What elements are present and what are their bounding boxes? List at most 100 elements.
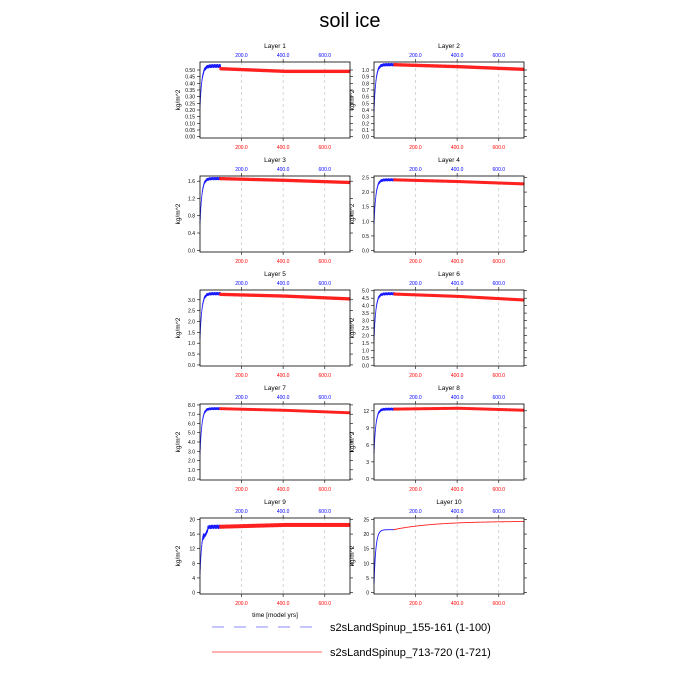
panel-title: Layer 5 — [264, 271, 286, 278]
figure-title: soil ice — [319, 10, 380, 32]
y-tick-label: 6 — [366, 443, 369, 449]
plot-frame — [199, 403, 351, 481]
y-tick-label: 15 — [363, 547, 369, 553]
y-tick-label: 3 — [366, 460, 369, 466]
x-tick-label-blue: 200.0 — [409, 53, 422, 59]
series-line-red — [219, 66, 351, 74]
plot-frame — [373, 517, 525, 595]
chart-panel-4: Layer 4 kg/m^2 0.0 0.5 1.0 1.5 2.0 2.5 200.0 400.… — [349, 157, 527, 265]
y-tick-label: 0.50 — [185, 68, 195, 74]
y-tick-label: 5.0 — [362, 289, 369, 295]
y-tick-label: 0.8 — [188, 214, 195, 220]
y-tick-label: 0 — [192, 591, 195, 597]
y-tick-label: 1.0 — [362, 348, 369, 354]
y-tick-label: 0.40 — [185, 81, 195, 87]
y-tick-label: 5 — [366, 576, 369, 582]
panel-title: Layer 2 — [438, 43, 460, 50]
y-tick-label: 3.0 — [362, 319, 369, 325]
series-line-blue — [373, 407, 396, 454]
series-line-blue — [373, 292, 396, 340]
y-tick-label: 20 — [189, 517, 195, 523]
x-tick-label-blue: 400.0 — [277, 53, 290, 59]
y-tick-label: 0.5 — [188, 352, 195, 358]
x-tick-label-blue: 400.0 — [277, 509, 290, 515]
y-tick-label: 0.8 — [362, 81, 369, 87]
y-tick-label: 8.0 — [188, 403, 195, 409]
y-tick-label: 3.0 — [188, 449, 195, 455]
y-tick-label: 4.0 — [362, 304, 369, 310]
x-tick-label-blue: 200.0 — [235, 395, 248, 401]
x-tick-label-red: 400.0 — [277, 259, 290, 265]
y-tick-label: 12 — [189, 547, 195, 553]
x-tick-label-red: 200.0 — [235, 487, 248, 493]
y-tick-label: 0.5 — [362, 101, 369, 107]
x-tick-label-red: 400.0 — [277, 373, 290, 379]
series-line-blue — [199, 176, 222, 225]
x-tick-label-red: 600.0 — [493, 145, 506, 151]
y-tick-label: 0.0 — [188, 248, 195, 254]
series-line-blue — [373, 178, 396, 225]
chart-panel-9: Layer 9 kg/m^2 0 4 8 12 16 20 200.0 400.0 600.0 200… — [175, 499, 353, 607]
series-line-blue — [199, 64, 222, 108]
x-tick-label-red: 400.0 — [451, 259, 464, 265]
x-tick-label-red: 200.0 — [409, 373, 422, 379]
y-tick-label: 0.2 — [362, 121, 369, 127]
x-tick-label-red: 200.0 — [235, 373, 248, 379]
panel-title: Layer 10 — [436, 499, 462, 506]
x-tick-label-red: 400.0 — [277, 145, 290, 151]
plot-frame — [373, 289, 525, 367]
x-tick-label-blue: 200.0 — [235, 167, 248, 173]
x-tick-label-red: 200.0 — [235, 259, 248, 265]
y-tick-label: 0.4 — [188, 231, 195, 237]
y-tick-label: 2.5 — [188, 309, 195, 315]
y-tick-label: 4.0 — [188, 440, 195, 446]
plot-frame — [199, 517, 351, 595]
y-tick-label: 0.20 — [185, 108, 195, 114]
y-axis-label: kg/m^2 — [349, 317, 356, 338]
x-tick-label-red: 200.0 — [235, 601, 248, 607]
y-tick-label: 0.10 — [185, 121, 195, 127]
x-tick-label-blue: 600.0 — [493, 53, 506, 59]
y-axis-label: kg/m^2 — [175, 431, 182, 452]
series-line-red — [393, 521, 525, 531]
panels: Layer 1kg/m^20.000.050.100.150.200.250.3… — [175, 43, 527, 619]
panel-title: Layer 6 — [438, 271, 460, 278]
x-tick-label-red: 600.0 — [319, 259, 332, 265]
y-tick-label: 1.2 — [188, 196, 195, 202]
y-tick-label: 0.7 — [362, 88, 369, 94]
chart-panel-6: Layer 6 kg/m^2 0.00.5 1.01.5 2.02.53.0 3.54.0… — [349, 271, 527, 379]
series-line-blue — [199, 524, 222, 575]
x-tick-label-red: 400.0 — [451, 487, 464, 493]
y-tick-label: 0.3 — [362, 115, 369, 121]
x-tick-label-blue: 200.0 — [409, 509, 422, 515]
y-tick-label: 0 — [366, 477, 369, 483]
plot-frame — [199, 61, 351, 139]
x-tick-label-red: 400.0 — [277, 487, 290, 493]
y-tick-label: 2.0 — [188, 319, 195, 325]
x-tick-label-red: 200.0 — [409, 601, 422, 607]
x-tick-label-red: 400.0 — [451, 601, 464, 607]
y-tick-label: 0.00 — [185, 135, 195, 141]
x-tick-label-blue: 600.0 — [319, 53, 332, 59]
y-axis-label: kg/m^2 — [175, 203, 182, 224]
y-tick-label: 25 — [363, 517, 369, 523]
x-tick-label-blue: 600.0 — [319, 395, 332, 401]
series-line-blue — [199, 407, 222, 455]
y-tick-label: 5.0 — [188, 431, 195, 437]
plot-frame — [373, 61, 525, 139]
series-line-red — [219, 407, 351, 415]
y-tick-label: 0.30 — [185, 95, 195, 101]
x-tick-label-red: 600.0 — [319, 373, 332, 379]
y-tick-label: 12 — [363, 409, 369, 415]
x-tick-label-blue: 400.0 — [451, 281, 464, 287]
y-tick-label: 0.0 — [362, 363, 369, 369]
y-tick-label: 0.0 — [362, 135, 369, 141]
y-axis-label: kg/m^2 — [175, 89, 182, 110]
y-tick-label: 1.0 — [188, 341, 195, 347]
series-line-red — [219, 522, 351, 529]
x-tick-label-blue: 400.0 — [451, 53, 464, 59]
x-tick-label-blue: 200.0 — [409, 281, 422, 287]
panel-title: Layer 1 — [264, 43, 286, 50]
plot-frame — [373, 175, 525, 253]
y-tick-label: 0.15 — [185, 115, 195, 121]
